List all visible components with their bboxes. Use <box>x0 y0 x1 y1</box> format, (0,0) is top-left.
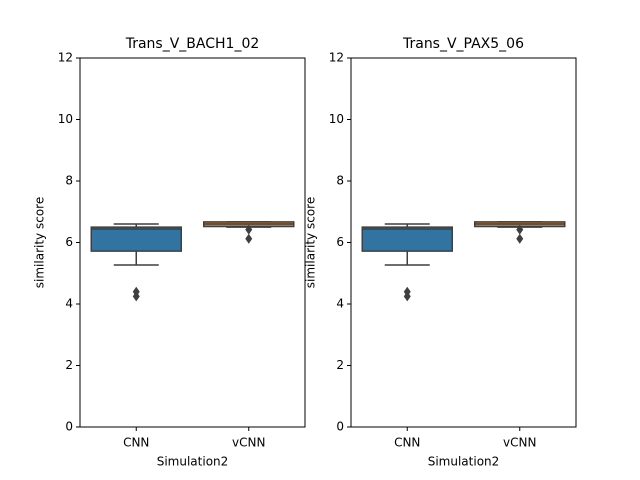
y-tick-label: 2 <box>336 358 344 372</box>
outlier <box>245 233 253 244</box>
y-tick-label: 12 <box>58 51 73 65</box>
box <box>90 226 182 252</box>
x-axis-label: Simulation2 <box>428 455 500 469</box>
y-axis-label: similarity score <box>33 197 47 288</box>
outlier <box>403 286 411 297</box>
y-tick-label: 4 <box>336 297 344 311</box>
outlier <box>245 224 253 235</box>
plot-frame <box>79 57 306 428</box>
y-tick-label: 4 <box>65 297 73 311</box>
y-tick-label: 0 <box>65 420 73 434</box>
y-tick-label: 2 <box>65 358 73 372</box>
plot-frame <box>350 57 577 428</box>
y-tick-label: 10 <box>329 112 344 126</box>
outlier <box>516 233 524 244</box>
y-axis-label: similarity score <box>304 197 318 288</box>
y-tick-label: 12 <box>329 51 344 65</box>
y-tick-label: 8 <box>65 174 73 188</box>
y-tick-label: 6 <box>65 235 73 249</box>
outlier <box>132 286 140 297</box>
chart-title: Trans_V_BACH1_02 <box>125 36 260 52</box>
outlier <box>516 224 524 235</box>
x-axis-label: Simulation2 <box>157 455 229 469</box>
x-tick-label: vCNN <box>503 436 536 450</box>
y-tick-label: 0 <box>336 420 344 434</box>
x-tick-label: vCNN <box>232 436 265 450</box>
y-tick-label: 6 <box>336 235 344 249</box>
x-tick-label: CNN <box>394 436 420 450</box>
y-tick-label: 10 <box>58 112 73 126</box>
y-tick-label: 8 <box>336 174 344 188</box>
x-tick-label: CNN <box>123 436 149 450</box>
box <box>361 226 453 252</box>
chart-title: Trans_V_PAX5_06 <box>402 36 524 52</box>
